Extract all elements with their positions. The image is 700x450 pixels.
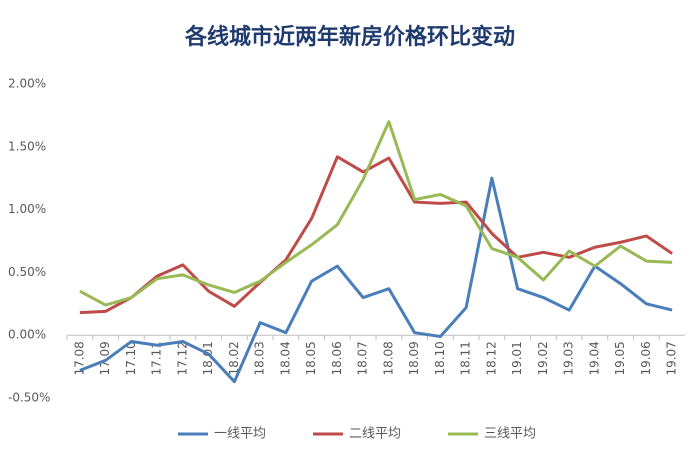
x-tick-label: 18.07 [356, 341, 370, 375]
x-tick-label: 17.12 [175, 341, 189, 375]
x-tick-label: 18.08 [381, 341, 395, 375]
y-tick-label: 0.50% [8, 265, 46, 279]
x-tick-label: 19.05 [613, 341, 627, 375]
x-tick-label: 19.02 [536, 341, 550, 375]
x-tick-label: 18.01 [201, 341, 215, 375]
line-series [79, 176, 673, 384]
x-tick-label: 19.07 [665, 341, 679, 375]
y-tick-label: 2.00% [8, 77, 46, 91]
x-tick-label: 18.10 [433, 341, 447, 375]
line-series [79, 120, 673, 307]
legend-label: 二线平均 [349, 427, 401, 442]
x-tick-label: 17.10 [124, 341, 138, 375]
y-tick-label: 1.00% [8, 202, 46, 216]
x-tick-label: 19.01 [510, 341, 524, 375]
x-tick-label: 19.03 [562, 341, 576, 375]
x-tick-label: 17.09 [98, 341, 112, 375]
x-tick-label: 18.06 [330, 341, 344, 375]
x-tick-label: 18.11 [459, 341, 473, 375]
x-tick-label: 18.05 [304, 341, 318, 375]
x-tick-label: 18.12 [484, 341, 498, 375]
chart-title: 各线城市近两年新房价格环比变动 [184, 24, 515, 50]
x-tick-label: 18.03 [253, 341, 267, 375]
y-tick-label: 0.00% [8, 328, 46, 342]
legend-label: 一线平均 [214, 427, 266, 442]
x-tick-label: 17.11 [150, 341, 164, 375]
x-tick-label: 18.02 [227, 341, 241, 375]
y-tick-label: -0.50% [8, 391, 50, 405]
line-series [79, 155, 673, 315]
x-tick-label: 18.04 [278, 341, 292, 375]
x-tick-label: 19.04 [587, 341, 601, 375]
y-tick-label: 1.50% [8, 139, 46, 153]
x-tick-label: 19.06 [639, 341, 653, 375]
legend-label: 三线平均 [484, 427, 536, 442]
x-tick-label: 18.09 [407, 341, 421, 375]
x-tick-label: 17.08 [72, 341, 86, 375]
